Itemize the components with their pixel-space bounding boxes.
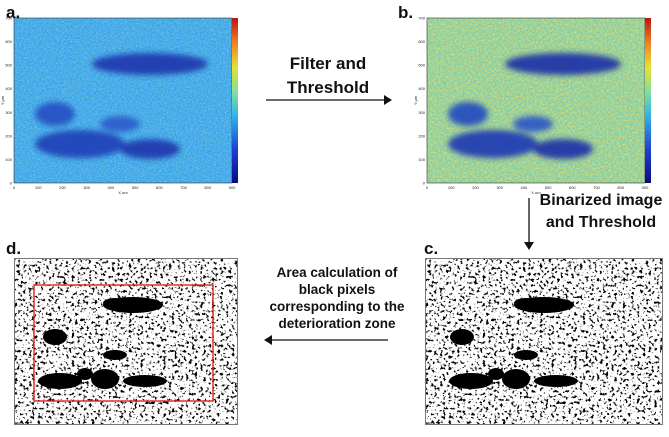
heatmap-panel-b: 0 100 200 300 400 500 600 700 800 900 0 100 200 300 40… bbox=[413, 14, 658, 194]
x-tick-label: 200 bbox=[472, 185, 479, 190]
y-tick-label: 700 bbox=[5, 16, 12, 21]
x-tick-label: 0 bbox=[426, 185, 429, 190]
heatmap-b-low-zones bbox=[448, 53, 621, 159]
x-tick-label: 600 bbox=[156, 185, 163, 190]
y-tick-label: 400 bbox=[418, 86, 425, 91]
x-tick-label: 700 bbox=[180, 185, 187, 190]
axis-ticks-a: 0 100 200 300 400 500 600 700 800 900 0 100 200 300 40… bbox=[0, 16, 236, 195]
heatmap-a-svg: 0 100 200 300 400 500 600 700 800 900 0 100 200 300 40… bbox=[0, 16, 238, 195]
binarized-c-zones bbox=[449, 297, 578, 389]
y-tick-label: 200 bbox=[5, 133, 12, 138]
heatmap-a-speckle bbox=[14, 18, 232, 183]
x-tick-label: 300 bbox=[83, 185, 90, 190]
y-tick-label: 300 bbox=[5, 110, 12, 115]
y-axis-label: Y µm bbox=[413, 95, 418, 105]
x-tick-label: 400 bbox=[521, 185, 528, 190]
x-tick-label: 600 bbox=[569, 185, 576, 190]
y-tick-label: 400 bbox=[5, 86, 12, 91]
heatmap-b-speckle bbox=[427, 18, 645, 183]
x-axis-label: X µm bbox=[118, 190, 128, 194]
axis-ticks-b: 0 100 200 300 400 500 600 700 800 900 0 100 200 300 40… bbox=[413, 16, 649, 195]
y-tick-label: 500 bbox=[418, 63, 425, 68]
panel-label-b: b. bbox=[398, 3, 414, 22]
y-tick-label: 0 bbox=[10, 181, 13, 186]
y-tick-label: 200 bbox=[418, 133, 425, 138]
y-tick-label: 0 bbox=[423, 181, 426, 186]
y-tick-label: 100 bbox=[418, 157, 425, 162]
x-tick-label: 700 bbox=[593, 185, 600, 190]
y-axis-label: Y µm bbox=[0, 95, 5, 105]
y-tick-label: 600 bbox=[5, 39, 12, 44]
x-tick-label: 800 bbox=[204, 185, 211, 190]
x-tick-label: 900 bbox=[229, 185, 236, 190]
binarized-d-svg bbox=[15, 259, 237, 424]
x-tick-label: 200 bbox=[59, 185, 66, 190]
step-label-binarized: Binarized image and Threshold bbox=[539, 192, 663, 231]
binarized-d-zones bbox=[38, 297, 167, 389]
arrow-down-icon bbox=[524, 198, 534, 250]
x-tick-label: 800 bbox=[617, 185, 624, 190]
binarized-panel-c bbox=[425, 258, 663, 425]
y-tick-label: 100 bbox=[5, 157, 12, 162]
y-tick-label: 600 bbox=[418, 39, 425, 44]
y-tick-label: 700 bbox=[418, 16, 425, 21]
x-axis-label: X µm bbox=[531, 190, 541, 194]
binarized-c-svg bbox=[426, 259, 662, 424]
colorbar-b bbox=[645, 18, 651, 183]
step-label-filter-threshold: Filter and Threshold bbox=[286, 54, 370, 97]
heatmap-b-svg: 0 100 200 300 400 500 600 700 800 900 0 100 200 300 40… bbox=[413, 16, 651, 195]
binarized-panel-d bbox=[14, 258, 238, 425]
x-tick-label: 100 bbox=[448, 185, 455, 190]
colorbar-a bbox=[232, 18, 238, 183]
arrow-left-icon bbox=[264, 335, 388, 345]
panel-label-c: c. bbox=[424, 239, 439, 258]
heatmap-panel-a: 0 100 200 300 400 500 600 700 800 900 0 100 200 300 40… bbox=[0, 14, 245, 194]
arrow-right-icon bbox=[266, 95, 392, 105]
x-tick-label: 0 bbox=[13, 185, 16, 190]
roi-rectangle bbox=[33, 284, 214, 402]
x-tick-label: 300 bbox=[496, 185, 503, 190]
step-label-area-calc: Area calculation of black pixels corresp… bbox=[269, 265, 405, 331]
heatmap-a-low-zones bbox=[35, 53, 208, 159]
y-tick-label: 500 bbox=[5, 63, 12, 68]
y-tick-label: 300 bbox=[418, 110, 425, 115]
x-tick-label: 100 bbox=[35, 185, 42, 190]
panel-label-d: d. bbox=[6, 239, 22, 258]
panel-label-a: a. bbox=[6, 3, 21, 22]
x-tick-label: 400 bbox=[108, 185, 115, 190]
x-tick-label: 900 bbox=[642, 185, 649, 190]
x-tick-label: 500 bbox=[132, 185, 139, 190]
x-tick-label: 500 bbox=[545, 185, 552, 190]
